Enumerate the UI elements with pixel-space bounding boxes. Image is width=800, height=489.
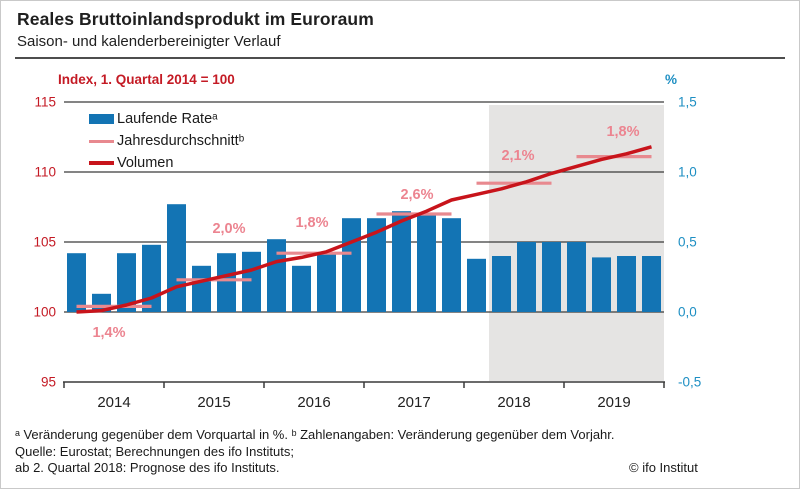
- chart-text: 2,0%: [212, 221, 245, 237]
- right-axis-title: %: [664, 72, 677, 87]
- left-axis-title: Index, 1. Quartal 2014 = 100: [58, 72, 235, 87]
- chart-text: 2019: [597, 394, 630, 411]
- quarterly-rate-bar: [617, 256, 636, 312]
- quarterly-rate-bar: [242, 251, 261, 312]
- chart-text: 2016: [297, 394, 330, 411]
- legend-item-laufende-rate: Laufende Rateᵃ: [89, 108, 244, 130]
- left-axis-tick: 95: [41, 375, 56, 390]
- quarterly-rate-bar: [342, 218, 361, 312]
- legend-item-jahresdurchschnitt: Jahresdurchschnittᵇ: [89, 130, 244, 152]
- left-axis-tick: 115: [34, 95, 56, 110]
- chart-text: 2014: [97, 394, 130, 411]
- chart-text: 2018: [497, 394, 530, 411]
- right-axis-tick: 1,0: [678, 165, 697, 180]
- chart-text: 2017: [397, 394, 430, 411]
- volume-line: [76, 145, 652, 314]
- left-axis-tick: 105: [33, 235, 56, 250]
- bar-swatch-icon: [89, 114, 114, 124]
- quarterly-rate-bar: [267, 239, 286, 312]
- quarterly-rate-bar: [192, 265, 211, 312]
- quarterly-rate-bar: [442, 218, 461, 312]
- quarterly-rate-bar: [642, 256, 661, 312]
- line-swatch-icon: [89, 139, 114, 143]
- legend-label: Jahresdurchschnittᵇ: [117, 133, 245, 149]
- quarterly-rate-bar: [517, 242, 536, 312]
- quarterly-rate-bar: [367, 218, 386, 312]
- line-swatch-icon: [89, 161, 114, 165]
- chart-text: 1,8%: [606, 124, 639, 140]
- chart-text: 1,4%: [92, 325, 125, 341]
- quarterly-rate-bar: [142, 244, 161, 312]
- quarterly-rate-bar: [67, 253, 86, 312]
- quarterly-rate-bar: [417, 215, 436, 312]
- chart-text: 1,8%: [295, 215, 328, 231]
- left-axis-tick: 100: [33, 305, 56, 320]
- quarterly-rate-bar: [542, 242, 561, 312]
- quarterly-rate-bar: [567, 242, 586, 312]
- quarterly-rate-bar: [167, 204, 186, 312]
- right-axis-tick: 0,5: [678, 235, 697, 250]
- legend-label: Laufende Rateᵃ: [117, 111, 218, 127]
- left-axis-tick: 110: [34, 165, 56, 180]
- quarterly-rate-bar: [392, 211, 411, 312]
- chart-text: 2,6%: [400, 187, 433, 203]
- right-axis-tick: 1,5: [678, 95, 697, 110]
- legend-label: Volumen: [117, 155, 174, 171]
- chart-text: 2,1%: [501, 148, 534, 164]
- quarterly-rate-bar: [317, 253, 336, 312]
- quarterly-rate-bar: [492, 256, 511, 312]
- page-title: Reales Bruttoinlandsprodukt im Euroraum: [17, 9, 374, 29]
- quarterly-rate-bar: [592, 257, 611, 312]
- right-axis-tick: 0,0: [678, 305, 697, 320]
- footnote-definitions: ᵃ Veränderung gegenüber dem Vorquartal i…: [15, 427, 615, 442]
- chart-text: 2015: [197, 394, 230, 411]
- page-subtitle: Saison- und kalenderbereinigter Verlauf: [17, 33, 281, 50]
- legend-item-volumen: Volumen: [89, 152, 244, 174]
- quarterly-rate-bar: [292, 265, 311, 312]
- quarterly-rate-bar: [467, 258, 486, 312]
- copyright-label: © ifo Institut: [629, 460, 698, 475]
- quarterly-rate-bar: [217, 253, 236, 312]
- chart-legend: Laufende Rateᵃ Jahresdurchschnittᵇ Volum…: [89, 108, 244, 174]
- right-axis-tick: -0,5: [678, 375, 701, 390]
- footnote-source: Quelle: Eurostat; Berechnungen des ifo I…: [15, 444, 294, 459]
- footnote-forecast: ab 2. Quartal 2018: Prognose des ifo Ins…: [15, 460, 280, 475]
- quarterly-rate-bar: [117, 253, 136, 312]
- title-divider: [15, 57, 785, 59]
